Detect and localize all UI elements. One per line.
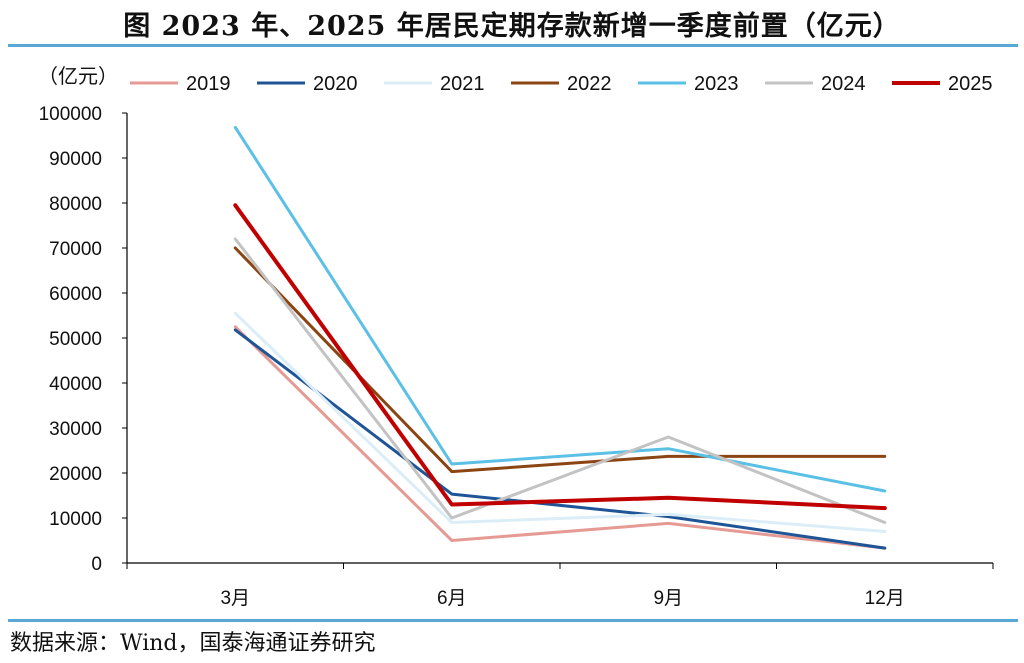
y-tick-label: 50000 [49, 329, 102, 350]
series-lines [233, 125, 887, 550]
axes: 0 10000 20000 30000 40000 50000 60000 70000 8000… [39, 104, 994, 609]
y-tick-label: 30000 [49, 419, 102, 440]
series-line-2023 [233, 125, 887, 493]
y-tick-label: 60000 [49, 284, 102, 305]
y-tick-label: 20000 [49, 464, 102, 485]
y-tick-label: 0 [91, 554, 102, 575]
title-rule [8, 44, 1018, 47]
chart-title: 图 2023 年、2025 年居民定期存款新增一季度前置（亿元） [123, 11, 901, 42]
x-tick-label: 3月 [220, 588, 250, 609]
y-tick-label: 80000 [49, 194, 102, 215]
series-line-2024 [233, 237, 887, 524]
y-tick-label: 90000 [49, 149, 102, 170]
legend-label-2019: 2019 [186, 73, 231, 95]
y-tick-label: 100000 [39, 104, 102, 125]
source-note: 数据来源：Wind，国泰海通证券研究 [10, 631, 376, 656]
x-tick-label: 6月 [437, 588, 467, 609]
y-unit-label: （亿元） [38, 64, 118, 88]
legend-label-2024: 2024 [821, 73, 866, 95]
x-tick-label: 9月 [653, 588, 683, 609]
series-line-2025 [233, 203, 887, 511]
legend-label-2021: 2021 [440, 73, 485, 95]
series-line-2020 [233, 328, 887, 550]
series-line-2022 [233, 246, 887, 474]
x-tick-label: 12月 [865, 588, 905, 609]
source-rule [8, 619, 1018, 622]
legend-label-2022: 2022 [567, 73, 612, 95]
legend-label-2025: 2025 [948, 73, 993, 95]
y-tick-label: 40000 [49, 374, 102, 395]
legend-label-2023: 2023 [694, 73, 739, 95]
legend-label-2020: 2020 [313, 73, 358, 95]
series-line-2019 [233, 325, 887, 550]
y-tick-label: 70000 [49, 239, 102, 260]
legend: 2019 2020 2021 2022 2023 2024 2025 [130, 73, 993, 95]
y-tick-label: 10000 [49, 509, 102, 530]
series-line-2021 [233, 311, 887, 533]
